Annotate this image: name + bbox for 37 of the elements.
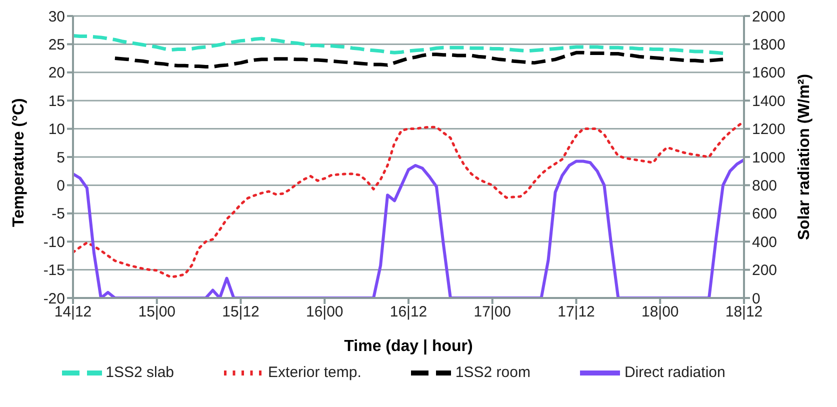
line-series [113,50,725,69]
x-tick-label: 15|00 [138,304,176,321]
y-tick-label: -5 [52,206,65,223]
x-axis-title: Time (day | hour) [344,338,473,355]
y-tick-label: 15 [48,92,65,110]
y-tick-label: 20 [48,64,65,82]
legend-label: Exterior temp. [268,364,362,381]
y2-tick-label: 1000 [752,149,786,166]
y2-tick-label: 600 [752,206,778,223]
y-tick-label: 5 [56,149,65,166]
y-tick-label: 0 [56,178,65,195]
y2-tick-label: 2000 [752,8,786,26]
legend-label: Direct radiation [624,364,726,381]
y2-tick-label: 800 [752,178,778,195]
legend-label: 1SS2 room [455,364,530,381]
y-tick-label: -15 [43,262,65,280]
y2-axis-title: Solar radiation (W/m²) [796,74,813,240]
legend-label: 1SS2 slab [106,364,174,381]
y2-tick-label: 400 [752,234,778,251]
x-tick-label: 17|12 [558,304,595,321]
y2-tick-label: 1200 [752,121,786,138]
y2-tick-label: 1800 [752,36,786,54]
x-tick-label: 16|00 [306,304,344,321]
y-tick-label: 30 [48,8,65,26]
y-axis-title: Temperature (°C) [10,98,28,227]
y-tick-label: 10 [48,121,65,138]
x-tick-label: 18|00 [641,304,679,321]
y2-tick-label: 200 [752,262,778,280]
x-tick-label: 16|12 [390,304,428,321]
y2-tick-label: 1400 [752,92,786,110]
x-tick-label: 17|00 [474,304,512,321]
line-series [73,34,725,55]
y2-tick-label: 1600 [752,64,786,82]
x-tick-label: 15|12 [222,304,260,321]
y-tick-label: 25 [48,36,65,54]
y-tick-label: -10 [43,234,65,251]
line-series [73,120,744,278]
